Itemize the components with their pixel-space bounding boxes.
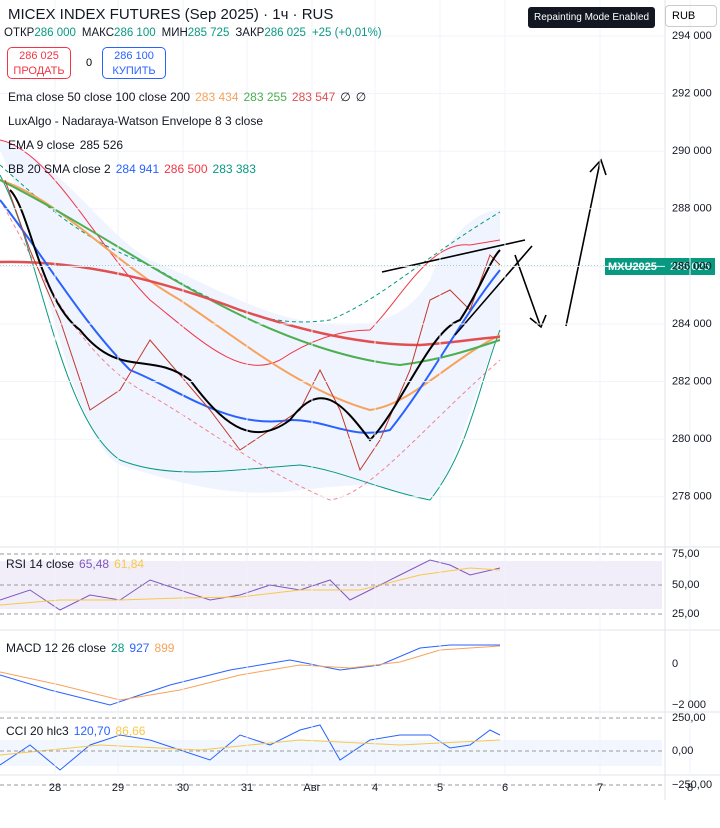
macd-tick-label: 0	[672, 658, 678, 670]
price-tick-label: 284 000	[672, 318, 712, 330]
ohlc-value: 286 100	[114, 27, 156, 39]
macd-value: 927	[129, 641, 150, 655]
ohlc-label: ЗАКР	[235, 27, 265, 39]
time-tick-label: Авг	[303, 782, 320, 794]
spread: 0	[86, 57, 93, 69]
buy-label: КУПИТЬ	[112, 65, 156, 77]
time-tick-label: 8	[687, 782, 693, 794]
ohlc-value: 285 725	[187, 27, 230, 39]
macd-legend: MACD 12 26 close 28 927 899	[6, 641, 174, 655]
ohlc-label: МИН	[161, 27, 188, 39]
ohlc-label: МАКС	[81, 27, 115, 39]
indicator: Ema close 50 close 100 close 200 283 434 2…	[8, 90, 366, 104]
indicator-name: BB 20 SMA close 2	[8, 162, 111, 176]
time-tick-label: 4	[372, 782, 378, 794]
rsi-value: 61,84	[114, 557, 145, 571]
cci-legend: CCI 20 hlc3 120,70 86,66	[6, 724, 145, 738]
rsi-ma	[0, 567, 501, 606]
rsi-value: 65,48	[79, 557, 110, 571]
rsi-name: RSI 14 close	[6, 557, 75, 571]
trend-line	[454, 245, 533, 336]
rsi-legend: RSI 14 close 65,48 61,84	[6, 557, 144, 571]
ohlc-label: ОТКР	[4, 27, 35, 39]
ohlc: ОТКР286 000 МАКС286 100 МИН285 725 ЗАКР286 …	[4, 27, 388, 39]
indicator-value: 286 500	[164, 162, 208, 176]
time-tick-label: 28	[49, 782, 61, 794]
indicator: BB 20 SMA close 2 284 941 286 500 283 383	[8, 162, 256, 176]
indicator-value: 283 434	[195, 90, 239, 104]
ema-50	[0, 179, 501, 412]
envelope-lower	[0, 199, 501, 501]
sell-price: 286 025	[19, 50, 59, 62]
cci-tick-label: 0,00	[672, 745, 693, 757]
cci-tick-label: 250,00	[672, 712, 706, 724]
bb-lower	[0, 174, 501, 501]
signal-line	[0, 645, 501, 701]
currency-select[interactable]: RUB	[665, 5, 717, 27]
macd-value: 899	[154, 641, 175, 655]
time-tick-label: 6	[502, 782, 508, 794]
sell-button[interactable]: 286 025 ПРОДАТЬ	[7, 47, 71, 79]
ticker-symbol: MXU2025	[608, 261, 657, 273]
ohlc-value: 286 000	[34, 27, 76, 39]
indicator-value: 283 383	[212, 162, 256, 176]
price-tick-label: 278 000	[672, 491, 712, 503]
rsi-tick-label: 25,00	[672, 608, 700, 620]
cci-value: 86,66	[115, 724, 146, 738]
buy-price: 286 100	[114, 50, 154, 62]
indicator-name: LuxAlgo - Nadaraya-Watson Envelope 8 3 c…	[8, 114, 264, 128]
sell-label: ПРОДАТЬ	[13, 65, 65, 77]
indicator: LuxAlgo - Nadaraya-Watson Envelope 8 3 c…	[8, 114, 263, 128]
price-tick-label: 280 000	[672, 433, 712, 445]
time-tick-label: 31	[241, 782, 253, 794]
indicator-name: Ema close 50 close 100 close 200	[8, 90, 191, 104]
time-tick-label: 29	[112, 782, 124, 794]
macd-line	[0, 644, 500, 706]
indicator-name: EMA 9 close	[8, 138, 75, 152]
title: MICEX INDEX FUTURES (Sep 2025) · 1ч · RU…	[8, 6, 334, 23]
price-tick-label: 286 000	[672, 260, 712, 272]
buy-button[interactable]: 286 100 КУПИТЬ	[102, 47, 166, 79]
indicator-value: ∅	[355, 90, 367, 104]
macd-value: 28	[111, 641, 125, 655]
indicator-value: ∅	[340, 90, 351, 104]
badge: Repainting Mode Enabled	[528, 7, 656, 28]
macd-name: MACD 12 26 close	[6, 641, 107, 655]
arrow	[514, 158, 607, 329]
rsi-tick-label: 50,00	[672, 579, 700, 591]
price-tick-label: 294 000	[672, 30, 712, 42]
cci-tick-label: −250,00	[672, 779, 712, 791]
time-tick-label: 30	[177, 782, 189, 794]
cci-line	[0, 724, 501, 771]
price-line	[4, 179, 501, 472]
cci-ma	[0, 739, 501, 756]
indicator-value: 285 526	[79, 138, 124, 152]
cci-value: 120,70	[73, 724, 111, 738]
rsi-tick-label: 75,00	[672, 548, 700, 560]
envelope-upper	[0, 164, 501, 323]
time-tick-label: 7	[597, 782, 603, 794]
indicator-value: 284 941	[115, 162, 160, 176]
indicator: EMA 9 close 285 526	[8, 138, 123, 152]
bb-upper	[0, 139, 501, 366]
price-tick-label: 282 000	[672, 376, 712, 388]
indicator-value: 283 547	[291, 90, 336, 104]
ohlc-value: 286 025	[264, 27, 306, 39]
bb-basis	[0, 199, 501, 434]
price-tick-label: 290 000	[672, 145, 712, 157]
indicator-value: 283 255	[243, 90, 287, 104]
price-tick-label: 288 000	[672, 203, 712, 215]
macd-tick-label: −2 000	[672, 699, 706, 711]
price-tick-label: 292 000	[672, 88, 712, 100]
change: +25 (+0,01%)	[311, 27, 382, 39]
cci-name: CCI 20 hlc3	[6, 724, 69, 738]
time-tick-label: 5	[437, 782, 443, 794]
